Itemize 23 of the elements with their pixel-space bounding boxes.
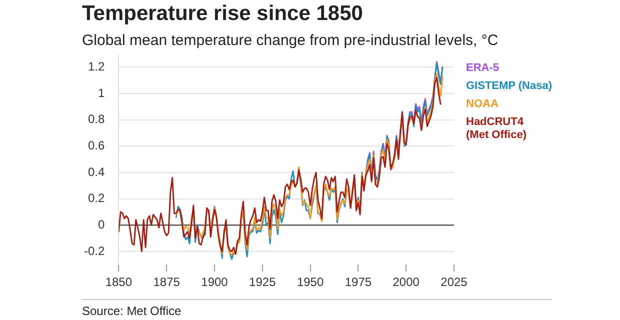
y-tick-label: 0.2 <box>88 191 105 206</box>
x-tick-label: 1950 <box>296 275 324 290</box>
y-tick-label: 0.4 <box>88 164 105 179</box>
x-tick-label: 1925 <box>249 275 276 290</box>
text: ERA-5 <box>466 62 500 74</box>
y-tick-label: -0.2 <box>84 244 105 258</box>
chart-title: Temperature rise since 1850 <box>82 2 363 26</box>
text: NOAA <box>466 98 498 110</box>
x-tick-label: 1900 <box>201 275 228 290</box>
source-note: Source: Met Office <box>82 304 182 318</box>
chart-subtitle: Global mean temperature change from pre-industrial levels, °C <box>82 32 498 49</box>
x-tick-label: 2000 <box>392 275 420 290</box>
x-tick-label: 1850 <box>105 275 132 290</box>
y-tick-label: 0.8 <box>88 112 105 126</box>
text: GISTEMP (Nasa) <box>466 80 552 92</box>
y-tick-label: 0 <box>98 217 105 232</box>
x-tick-label: 1875 <box>153 275 180 290</box>
text: HadCRUT4 (Met Office) <box>466 116 527 142</box>
x-tick-label: 2025 <box>440 275 468 290</box>
y-tick-label: 0.6 <box>88 138 105 152</box>
y-tick-label: 1.2 <box>88 59 105 74</box>
y-tick-label: 1 <box>98 86 105 100</box>
x-tick-label: 1975 <box>344 275 372 290</box>
